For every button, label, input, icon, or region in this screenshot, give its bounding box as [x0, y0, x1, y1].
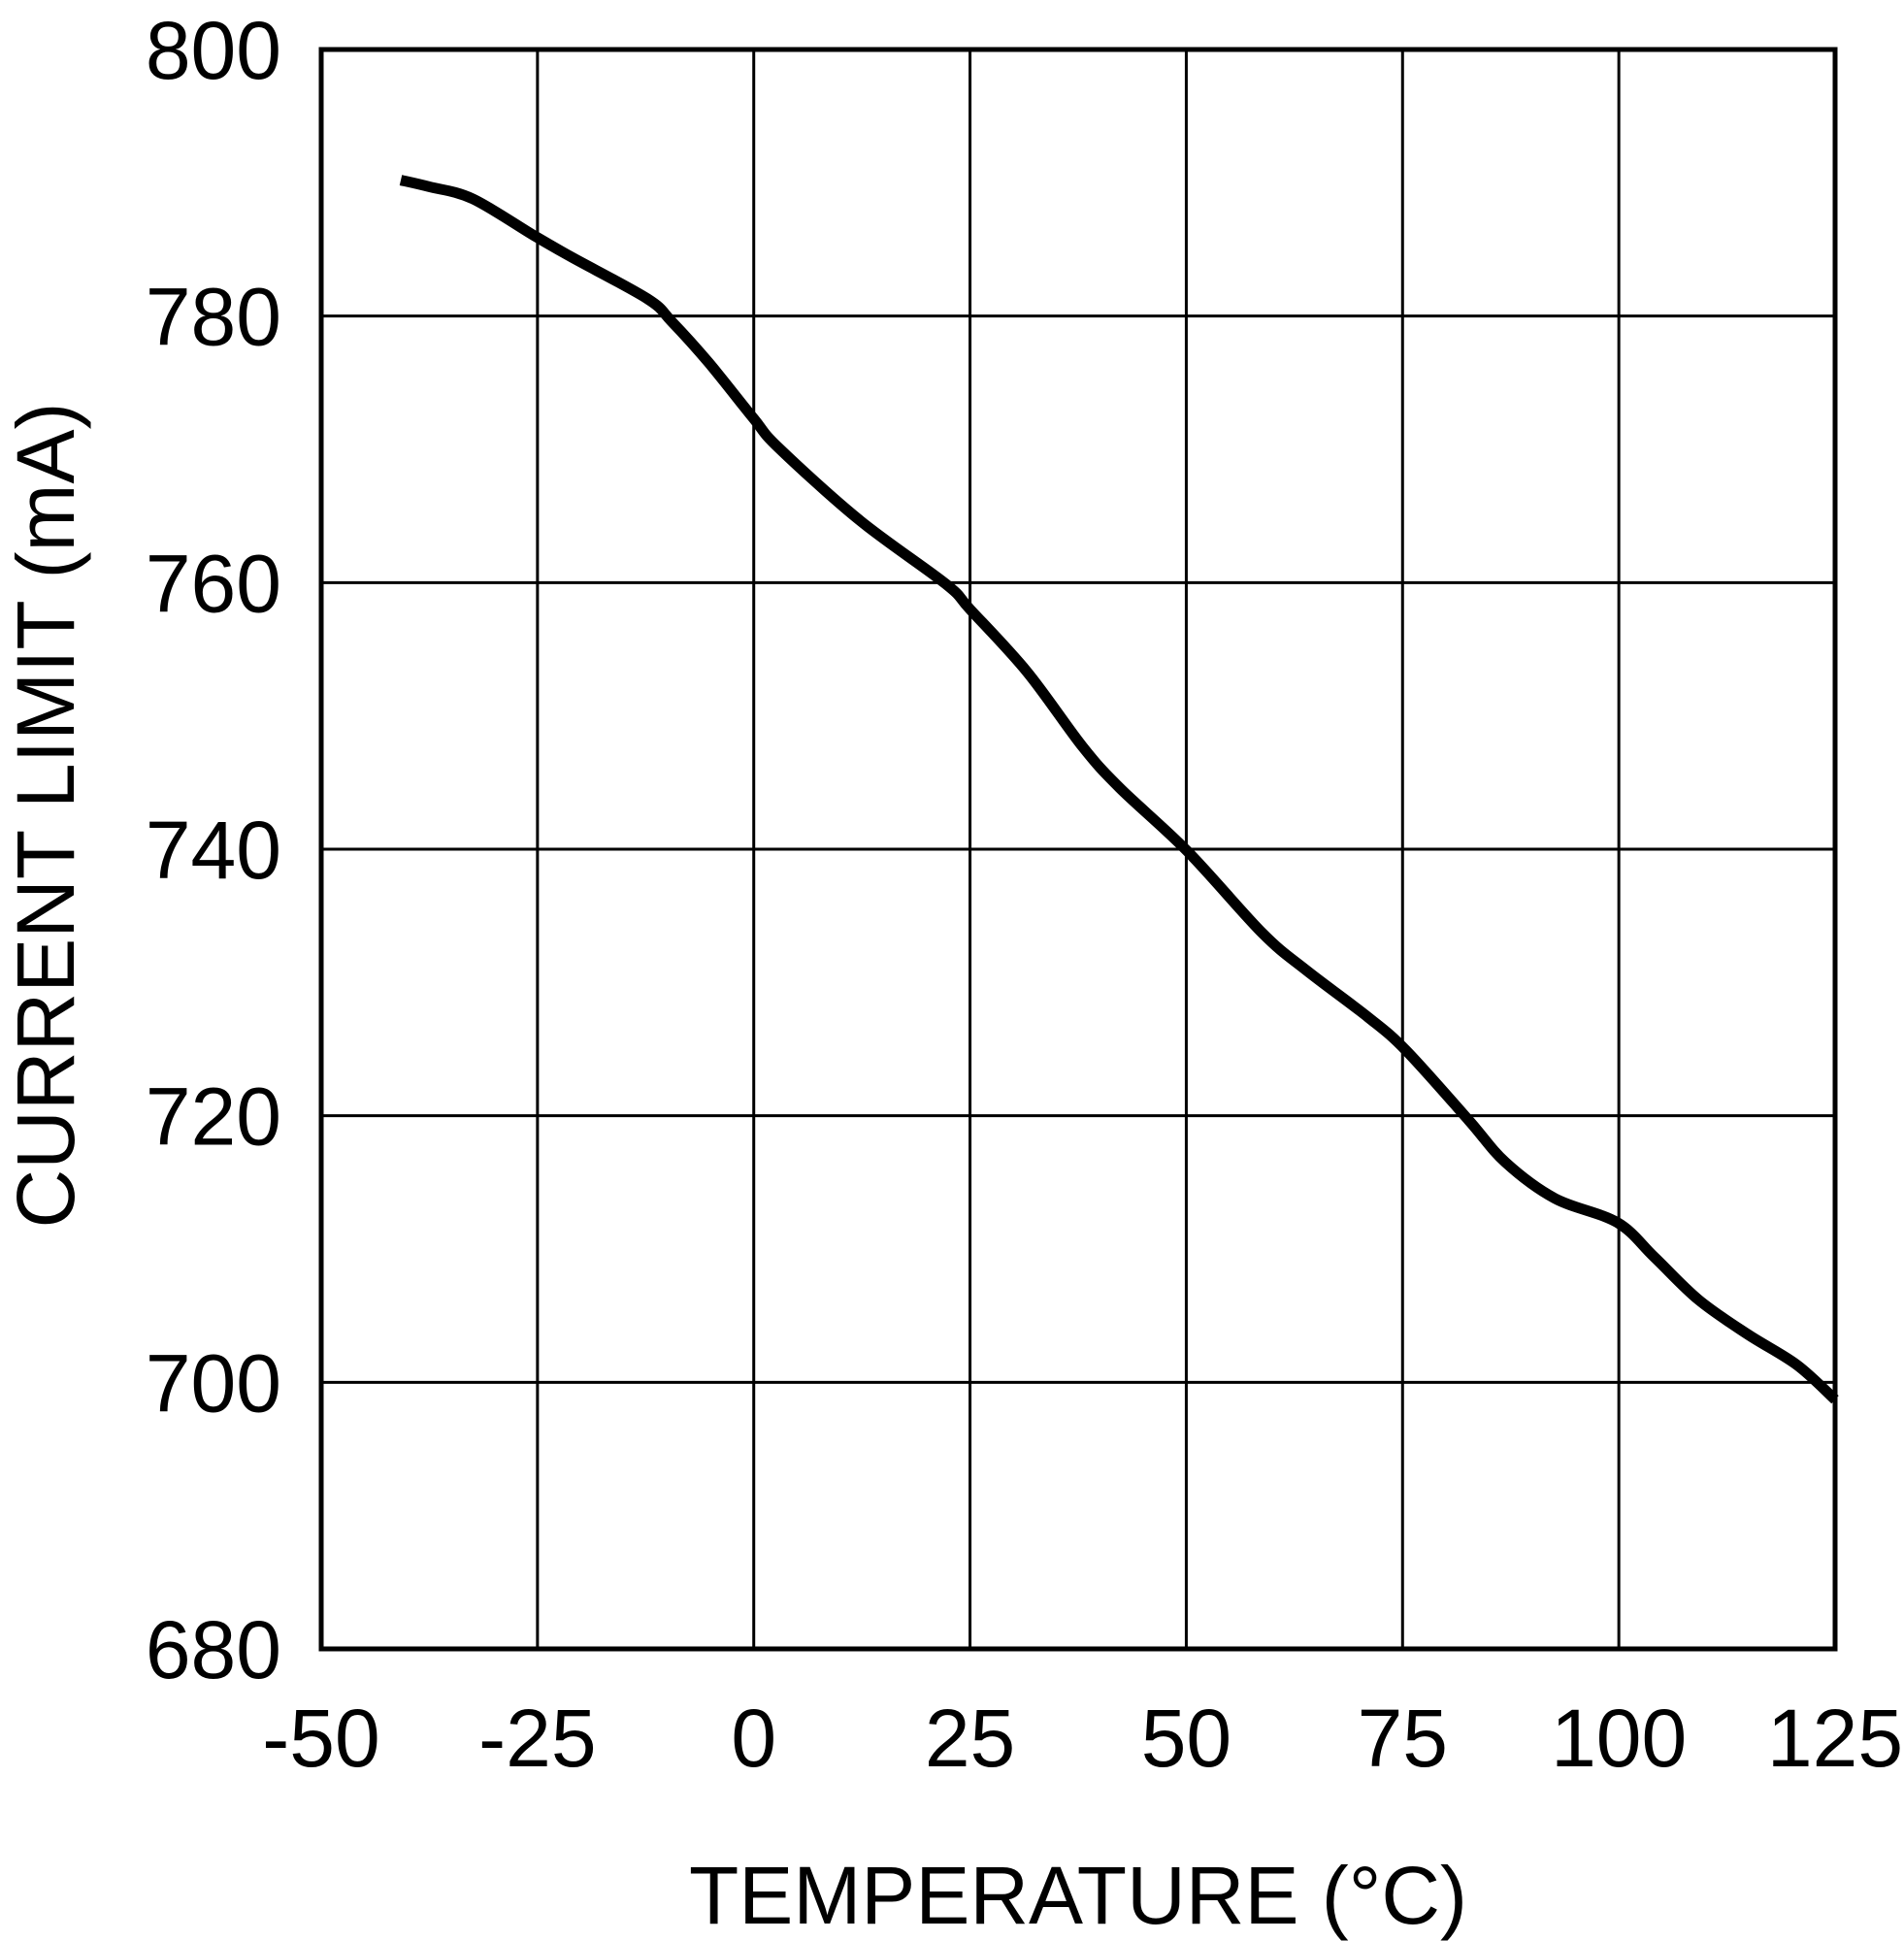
x-tick-label: 25 — [925, 1693, 1015, 1784]
y-tick-label: 680 — [146, 1604, 281, 1695]
plot-frame — [318, 47, 1838, 1652]
x-tick-label: -25 — [478, 1693, 596, 1784]
y-tick-label: 700 — [146, 1337, 281, 1429]
y-tick-label: 760 — [146, 538, 281, 629]
series-line-current-limit — [399, 175, 1839, 1404]
grid — [319, 48, 1837, 1651]
x-tick-label: 0 — [731, 1693, 776, 1784]
x-tick-label: 75 — [1358, 1693, 1448, 1784]
y-tick-label: 780 — [146, 272, 281, 363]
y-tick-label: 740 — [146, 805, 281, 896]
x-tick-label: 125 — [1767, 1693, 1903, 1784]
x-tick-label: 50 — [1141, 1693, 1231, 1784]
x-axis-title: TEMPERATURE (°C) — [689, 1850, 1467, 1941]
tick-labels: -50 -25 0 25 50 75 100 125 680 700 720 740 760 780 800 — [146, 5, 1903, 1784]
y-tick-label: 800 — [146, 5, 281, 96]
y-tick-label: 720 — [146, 1071, 281, 1163]
x-tick-label: -50 — [262, 1693, 379, 1784]
y-axis-title: CURRENT LIMIT (mA) — [0, 403, 91, 1229]
x-tick-label: 100 — [1551, 1693, 1687, 1784]
